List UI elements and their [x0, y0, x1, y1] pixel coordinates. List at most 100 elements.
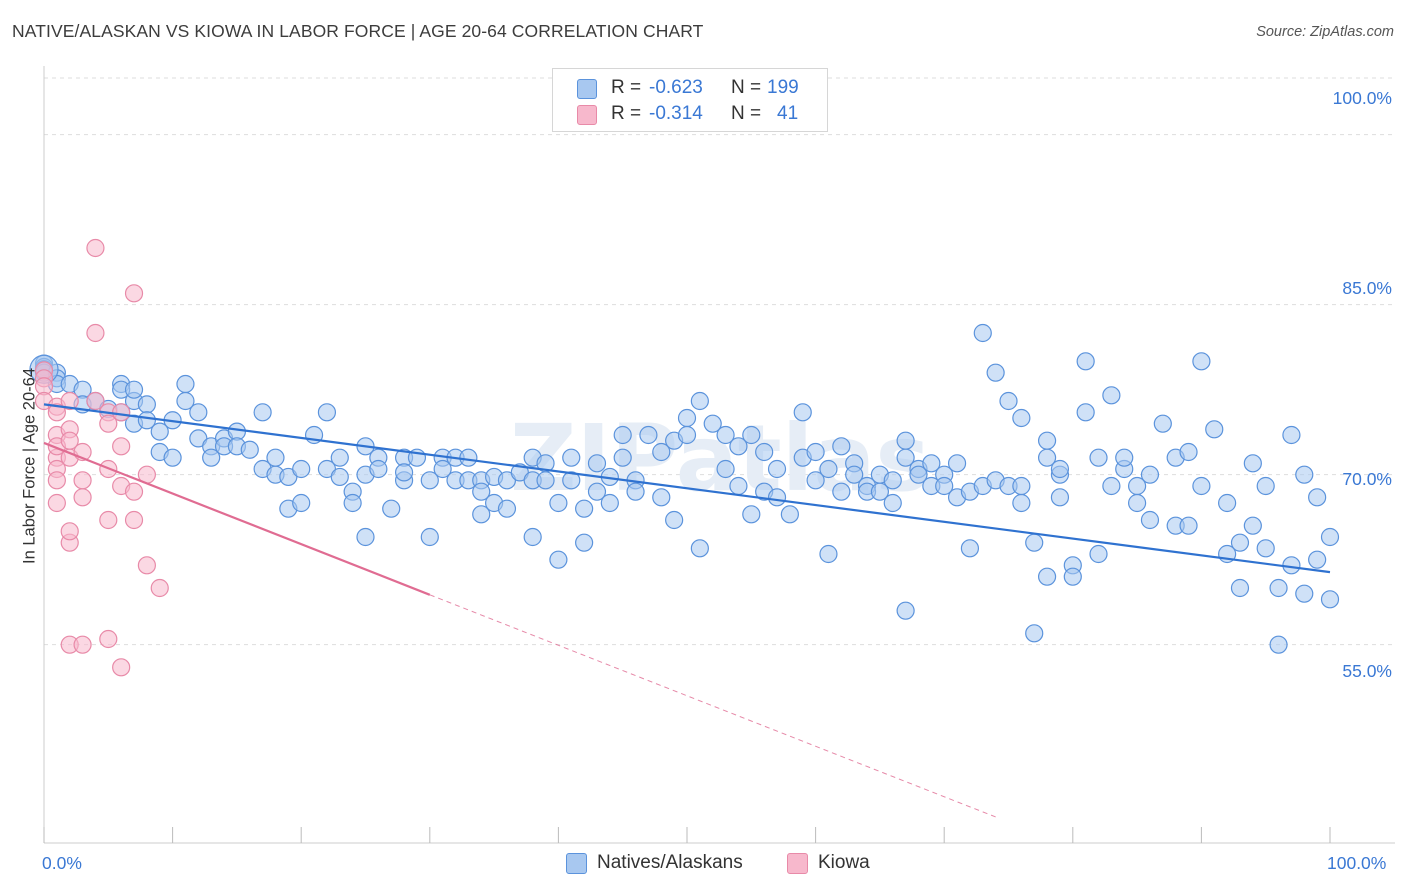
- trend-line-kiowa: [43, 441, 431, 596]
- natives-point-185: [1218, 493, 1237, 513]
- natives-point-46: [330, 448, 349, 467]
- natives-point-26: [189, 403, 208, 422]
- natives-point-201: [1320, 590, 1340, 609]
- natives-point-116: [793, 403, 812, 422]
- natives-point-101: [677, 425, 697, 445]
- legend-r-label: R =: [611, 77, 642, 98]
- natives-point-24: [176, 374, 195, 394]
- natives-point-104: [703, 414, 722, 433]
- natives-point-130: [883, 471, 902, 490]
- natives-point-109: [742, 425, 761, 445]
- natives-point-55: [382, 499, 401, 518]
- natives-point-163: [1063, 567, 1082, 586]
- kiowa-point-30: [99, 629, 118, 649]
- natives-point-97: [652, 488, 671, 507]
- natives-point-196: [1295, 465, 1314, 484]
- kiowa-point-21: [73, 488, 92, 507]
- natives-point-99: [665, 510, 684, 530]
- natives-point-18: [137, 395, 156, 414]
- kiowa-point-24: [86, 323, 105, 343]
- natives-point-175: [1140, 510, 1160, 530]
- x-tick-label-min: 0.0%: [42, 853, 82, 873]
- natives-point-165: [1076, 352, 1095, 371]
- axes: [43, 66, 1395, 844]
- natives-point-180: [1179, 516, 1198, 535]
- natives-point-69: [472, 482, 491, 501]
- natives-point-63: [433, 459, 452, 479]
- natives-point-189: [1243, 516, 1262, 535]
- natives-point-199: [1308, 550, 1327, 569]
- natives-point-188: [1243, 454, 1262, 473]
- natives-point-100: [677, 408, 697, 428]
- legend-r-value: -0.623: [649, 77, 703, 98]
- natives-point-49: [343, 493, 362, 513]
- natives-point-121: [819, 544, 838, 564]
- natives-point-47: [330, 467, 349, 487]
- natives-point-153: [1012, 476, 1031, 496]
- kiowa-point-12: [60, 391, 79, 411]
- natives-point-96: [652, 442, 671, 462]
- kiowa-point-34: [112, 658, 131, 677]
- legend-n-value: 41: [777, 103, 799, 124]
- natives-point-171: [1115, 448, 1134, 467]
- y-tick-label-85: 85.0%: [1342, 278, 1392, 298]
- kiowa-point-31: [112, 403, 131, 422]
- natives-point-192: [1269, 578, 1288, 598]
- legend-r-label: R =: [611, 103, 642, 124]
- natives-point-125: [845, 465, 864, 484]
- natives-point-107: [729, 437, 748, 456]
- natives-point-168: [1102, 386, 1121, 405]
- natives-point-52: [356, 527, 375, 547]
- legend: R = -0.623 N = 199 R = -0.314 N = 41: [552, 68, 828, 132]
- natives-point-114: [767, 488, 787, 507]
- natives-point-66: [459, 448, 478, 467]
- natives-point-82: [549, 550, 568, 569]
- natives-point-194: [1282, 425, 1301, 445]
- natives-point-84: [562, 471, 581, 490]
- natives-point-137: [922, 454, 941, 473]
- natives-point-70: [472, 505, 491, 524]
- natives-point-103: [690, 539, 709, 558]
- natives-point-87: [587, 454, 607, 473]
- y-axis-label: In Labor Force | Age 20-64: [20, 368, 39, 564]
- natives-point-25: [176, 391, 195, 411]
- natives-point-197: [1295, 584, 1314, 603]
- kiowa-point-32: [112, 437, 131, 456]
- kiowa-point-22: [73, 635, 92, 654]
- natives-point-136: [909, 465, 928, 484]
- natives-point-187: [1230, 578, 1250, 598]
- natives-point-58: [394, 463, 414, 482]
- natives-point-155: [1025, 624, 1044, 643]
- natives-point-151: [1012, 408, 1031, 428]
- natives-point-143: [960, 539, 980, 558]
- natives-point-83: [562, 448, 581, 467]
- natives-point-140: [935, 476, 954, 496]
- kiowa-point-35: [124, 284, 144, 303]
- natives-point-173: [1127, 493, 1147, 513]
- natives-point-186: [1230, 533, 1250, 552]
- natives-point-156: [1037, 431, 1057, 450]
- natives-point-38: [266, 448, 285, 467]
- natives-point-129: [870, 482, 890, 501]
- kiowa-point-27: [99, 414, 118, 433]
- natives-point-111: [755, 442, 774, 462]
- legend-row-natives: R = -0.623 N = 199: [553, 75, 827, 101]
- natives-point-166: [1089, 448, 1108, 467]
- trend-line-kiowa-extension: [429, 594, 996, 818]
- natives-point-120: [819, 459, 838, 479]
- legend-n-label: N =: [731, 103, 762, 124]
- natives-point-61: [420, 527, 439, 547]
- natives-point-19: [137, 411, 156, 430]
- natives-point-17: [124, 380, 144, 399]
- natives-point-115: [780, 505, 799, 524]
- kiowa-point-37: [124, 510, 144, 530]
- legend-n-value: 199: [767, 77, 799, 98]
- natives-point-145: [973, 323, 992, 343]
- natives-point-108: [729, 476, 748, 496]
- natives-point-88: [587, 482, 607, 501]
- natives-point-174: [1140, 465, 1160, 484]
- natives-point-23: [163, 448, 182, 467]
- natives-point-60: [420, 471, 439, 490]
- kiowa-point-10: [47, 471, 66, 490]
